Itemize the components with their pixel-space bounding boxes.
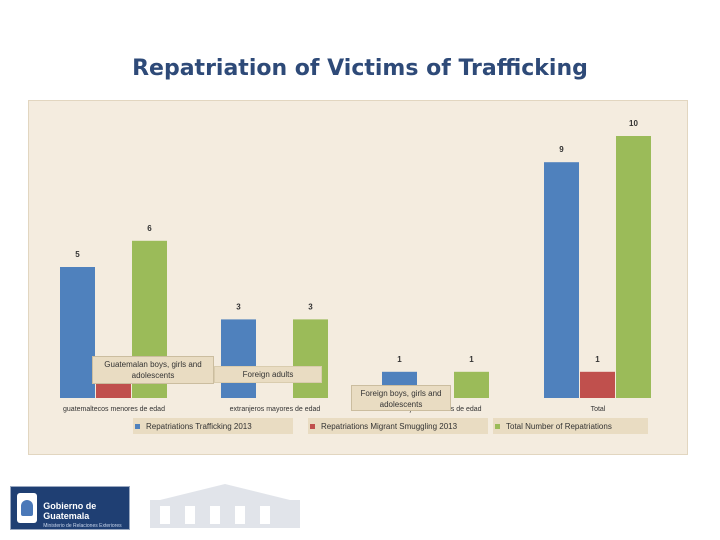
data-label-s0-c0: 5	[75, 250, 80, 259]
legend-label-total: Total Number of Repatriations	[506, 421, 612, 431]
category-label-3: Total	[591, 406, 606, 413]
legend-label-smuggling: Repatriations Migrant Smuggling 2013	[321, 421, 458, 431]
bar-s0-c3	[544, 162, 579, 398]
category-label-0: guatemaltecos menores de edad	[63, 406, 165, 413]
annotation-guatemalan-minors: Guatemalan boys, girls and adolescents	[92, 356, 214, 384]
legend-swatch-total	[495, 423, 500, 429]
legend-label-trafficking: Repatriations Trafficking 2013	[146, 421, 252, 431]
annotation-foreign-minors: Foreign boys, girls and adolescents	[351, 385, 451, 411]
data-label-s2-c1: 3	[308, 302, 313, 311]
legend-swatch-smuggling	[310, 423, 315, 429]
data-label-s0-c1: 3	[236, 302, 241, 311]
legend-item-total: Total Number of Repatriations	[493, 418, 648, 434]
category-label-1: extranjeros mayores de edad	[230, 406, 321, 413]
data-label-s2-c3: 10	[629, 119, 638, 128]
bar-s2-c3	[616, 136, 651, 398]
data-label-s0-c3: 9	[559, 145, 564, 154]
page-title: Repatriation of Victims of Trafficking	[132, 56, 588, 81]
legend-swatch-trafficking	[135, 423, 140, 429]
coat-of-arms-icon	[17, 493, 38, 523]
bar-s0-c1	[221, 319, 256, 398]
legend-item-smuggling: Repatriations Migrant Smuggling 2013	[308, 418, 488, 434]
government-building-icon	[150, 484, 300, 528]
government-logo: Gobierno de Guatemala Ministerio de Rela…	[10, 486, 130, 530]
data-label-s0-c2: 1	[397, 355, 402, 364]
bar-s2-c1	[293, 319, 328, 398]
chart-area: 5 1 6 guatemaltecos menores de edad 3 3 extran…	[28, 100, 688, 455]
bar-s1-c3	[580, 371, 615, 398]
logo-subtitle: Ministerio de Relaciones Exteriores	[43, 523, 122, 529]
data-label-s2-c0: 6	[147, 224, 152, 233]
annotation-foreign-adults: Foreign adults	[214, 366, 322, 383]
logo-title: Gobierno de Guatemala	[43, 501, 97, 521]
data-label-s2-c2: 1	[469, 355, 474, 364]
data-label-s1-c3: 1	[595, 355, 600, 364]
legend-item-trafficking: Repatriations Trafficking 2013	[133, 418, 293, 434]
bar-s2-c2	[454, 371, 489, 398]
bar-chart: 5 1 6 guatemaltecos menores de edad 3 3 extran…	[60, 119, 651, 413]
bar-s0-c0	[60, 267, 95, 398]
footer: Gobierno de Guatemala Ministerio de Rela…	[0, 470, 720, 540]
